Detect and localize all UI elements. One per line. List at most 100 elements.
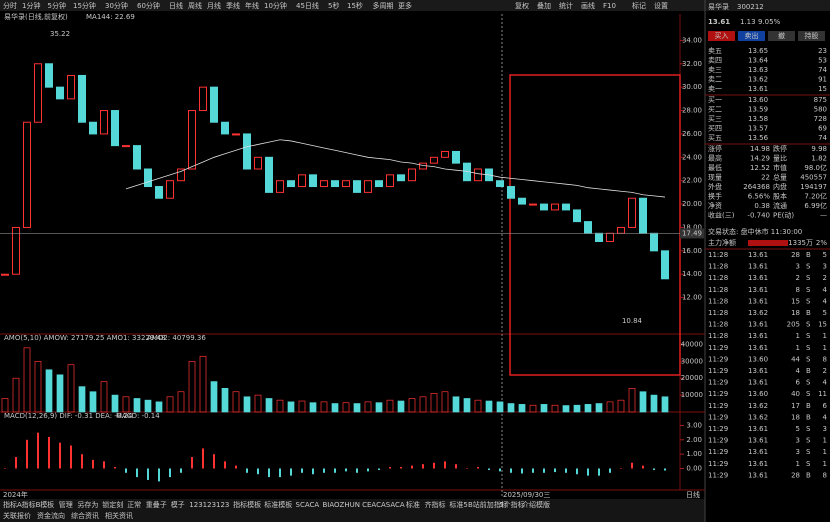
book-volume: 15 xyxy=(818,85,827,93)
period-tab[interactable]: 45日线 xyxy=(296,1,319,10)
tick-time: 11:29 xyxy=(708,437,728,445)
volume-bar xyxy=(375,402,383,413)
period-tab[interactable]: 5秒 xyxy=(328,1,339,10)
tool-button[interactable]: 标记 xyxy=(632,1,646,10)
period-tab[interactable]: 5分钟 xyxy=(48,1,66,10)
period-tab[interactable]: 周线 xyxy=(188,1,202,10)
bottom-bar-bg xyxy=(0,499,705,522)
trade-button-label[interactable]: 卖出 xyxy=(745,31,759,40)
tick-price: 13.61 xyxy=(748,425,768,433)
period-tab[interactable]: 月线 xyxy=(207,1,221,10)
tick-time: 11:29 xyxy=(708,448,728,456)
trade-button-label[interactable]: 持股 xyxy=(805,31,819,40)
tool-button[interactable]: 复权 xyxy=(515,1,529,10)
tick-volume: 5 xyxy=(796,425,800,433)
tick-volume: 1 xyxy=(796,344,800,352)
trade-button[interactable] xyxy=(708,31,735,41)
tool-button[interactable]: 画线 xyxy=(581,1,595,10)
tool-button[interactable]: 设置 xyxy=(654,1,668,10)
tick-volume: 28 xyxy=(791,471,800,479)
template-tab[interactable]: 齐指标 xyxy=(425,500,446,509)
template-tab[interactable]: 介绍模版 xyxy=(522,500,550,509)
macd-bar xyxy=(378,468,380,470)
stat-value: -0.740 xyxy=(747,212,770,220)
macd-bar xyxy=(466,468,468,469)
info-tab[interactable]: 资金流向 xyxy=(37,511,65,520)
tick-price: 13.61 xyxy=(748,274,768,282)
period-tab[interactable]: 60分钟 xyxy=(137,1,160,10)
template-tab[interactable]: 标准模板 xyxy=(264,500,292,509)
period-tab[interactable]: 日线 xyxy=(169,1,183,10)
period-tab[interactable]: 分时 xyxy=(3,1,17,10)
template-tab[interactable]: 标准5 xyxy=(449,500,467,509)
trade-button-label[interactable]: 撤 xyxy=(778,31,785,40)
info-tab[interactable]: 相关资讯 xyxy=(105,511,133,520)
trade-button-label[interactable]: 买入 xyxy=(715,32,729,40)
tick-side: S xyxy=(806,297,811,305)
template-tab[interactable]: 锁定刻 xyxy=(102,500,123,509)
trade-button[interactable] xyxy=(798,31,825,41)
period-tab[interactable]: 多周期 xyxy=(373,1,394,10)
tool-button[interactable]: 统计 xyxy=(559,1,573,10)
candle xyxy=(232,133,240,136)
template-tab[interactable]: 5个指标 xyxy=(499,500,524,509)
template-tab[interactable]: 正常 xyxy=(127,500,141,509)
period-tab[interactable]: 季线 xyxy=(226,1,240,10)
period-tab[interactable]: 更多 xyxy=(398,1,412,10)
tool-button[interactable]: F10 xyxy=(603,2,616,10)
template-tab[interactable]: 指标B xyxy=(22,500,41,509)
template-tab[interactable]: 指标A xyxy=(3,500,22,509)
tool-button[interactable]: 叠加 xyxy=(537,1,551,10)
tick-time: 11:29 xyxy=(708,460,728,468)
tick-price: 13.61 xyxy=(748,286,768,294)
tick-time: 11:28 xyxy=(708,286,728,294)
macd-bar xyxy=(191,457,193,469)
candle xyxy=(265,156,273,193)
template-tab[interactable]: 模子 xyxy=(171,500,185,509)
stat-label: 最高 xyxy=(708,154,722,163)
info-tab[interactable]: 关联报价 xyxy=(3,511,31,520)
volume-bar xyxy=(452,396,460,413)
stat-value: 264368 xyxy=(743,183,770,191)
trade-button[interactable] xyxy=(768,31,795,41)
stat-label: 市值 xyxy=(773,163,787,172)
template-tab[interactable]: 重叠子 xyxy=(146,501,167,509)
template-tab[interactable]: 另存为 xyxy=(77,500,98,509)
template-tab[interactable]: 管理 xyxy=(59,500,73,509)
template-tab[interactable]: 123123123 xyxy=(189,501,229,509)
tick-side: B xyxy=(806,402,811,410)
volume-bar xyxy=(23,347,31,413)
volume-bar xyxy=(188,360,196,413)
template-tab[interactable]: SCACA xyxy=(296,501,320,509)
macd-bar xyxy=(488,468,490,470)
volume-bar xyxy=(155,401,163,413)
period-tab[interactable]: 1分钟 xyxy=(22,1,40,10)
candle xyxy=(507,186,515,199)
period-tab[interactable]: 10分钟 xyxy=(264,1,287,10)
stat-value: 6.56% xyxy=(748,193,771,201)
volume-label: AMO(5,10) AMOW: 27179.25 AMO1: 33229.48 xyxy=(4,334,165,342)
template-tab[interactable]: BIAOZHUN xyxy=(323,501,360,509)
info-tab[interactable]: 综合资讯 xyxy=(71,511,99,520)
period-tab[interactable]: 30分钟 xyxy=(105,1,128,10)
period-tab[interactable]: 15分钟 xyxy=(73,1,96,10)
template-tab[interactable]: B站前加指标 xyxy=(468,500,508,509)
macd-bar xyxy=(367,468,369,472)
macd-bar xyxy=(81,454,83,469)
current-badge xyxy=(680,228,704,239)
candle xyxy=(188,110,196,170)
template-tab[interactable]: 指标模板 xyxy=(233,500,261,509)
macd-bar xyxy=(323,468,325,473)
period-tab[interactable]: 年线 xyxy=(245,1,259,10)
template-tab[interactable]: CEACASACA xyxy=(362,501,405,509)
tick-volume: 18 xyxy=(791,413,800,421)
volume-bar xyxy=(221,388,229,413)
tick-price: 13.61 xyxy=(748,263,768,271)
period-tab[interactable]: 15秒 xyxy=(347,1,363,10)
template-tab[interactable]: 模板 xyxy=(40,500,54,509)
macd-bar xyxy=(576,468,578,475)
trade-button[interactable] xyxy=(738,31,765,41)
y-tick-label: 0.00 xyxy=(686,464,702,472)
template-tab[interactable]: 标准 xyxy=(406,500,420,509)
